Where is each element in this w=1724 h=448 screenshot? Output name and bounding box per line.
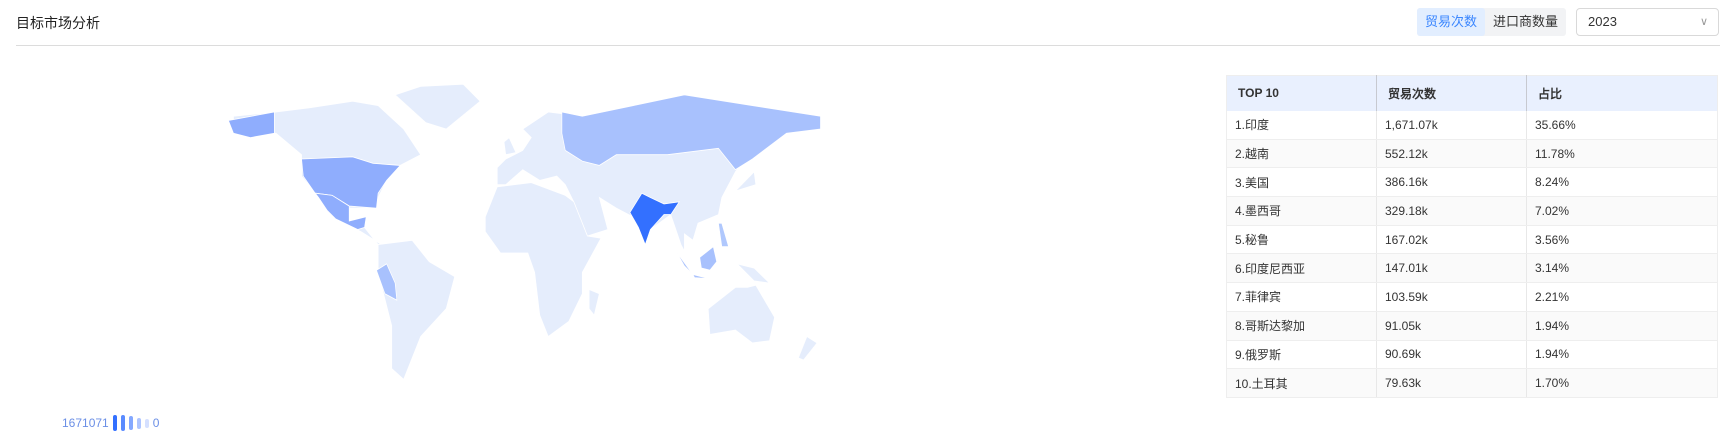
cell-country: 7.菲律宾 — [1226, 282, 1377, 312]
country-java[interactable] — [692, 273, 710, 280]
cell-count: 329.18k — [1376, 196, 1527, 226]
chevron-down-icon: ∨ — [1699, 16, 1708, 28]
cell-share: 3.14% — [1526, 253, 1718, 284]
cell-share: 2.21% — [1526, 282, 1718, 312]
cell-country: 4.墨西哥 — [1226, 196, 1377, 226]
cell-country: 1.印度 — [1226, 110, 1377, 140]
cell-country: 9.俄罗斯 — [1226, 340, 1377, 370]
country-japan[interactable] — [735, 171, 757, 192]
cell-share: 35.66% — [1526, 110, 1718, 140]
table-row: 8.哥斯达黎加 91.05k 1.94% — [1226, 311, 1718, 341]
table-row: 4.墨西哥 329.18k 7.02% — [1226, 196, 1718, 226]
cell-share: 1.94% — [1526, 311, 1718, 341]
cell-share: 11.78% — [1526, 139, 1718, 169]
year-select[interactable]: 2023 ∨ — [1576, 8, 1719, 36]
country-mexico[interactable] — [314, 192, 367, 231]
country-greenland[interactable] — [394, 83, 481, 130]
table-row: 1.印度 1,671.07k 35.66% — [1226, 110, 1718, 140]
metric-toggle: 贸易次数 进口商数量 — [1417, 8, 1567, 36]
cell-count: 147.01k — [1376, 253, 1527, 284]
divider — [16, 45, 1720, 46]
country-peru[interactable] — [375, 263, 398, 301]
country-russia[interactable] — [561, 94, 821, 171]
country-south-america[interactable] — [377, 239, 456, 380]
cell-count: 167.02k — [1376, 225, 1527, 255]
legend-bar — [128, 416, 133, 430]
country-alaska[interactable] — [227, 111, 275, 139]
tab-trade-count[interactable]: 贸易次数 — [1417, 8, 1486, 36]
col-header-share: 占比 — [1526, 75, 1718, 111]
top10-table: TOP 10 贸易次数 占比 1.印度 1,671.07k 35.66% 2.越南 55… — [1226, 75, 1718, 398]
cell-share: 8.24% — [1526, 167, 1718, 198]
table-row: 5.秘鲁 167.02k 3.56% — [1226, 225, 1718, 255]
cell-share: 1.70% — [1526, 368, 1718, 398]
legend-max: 1671071 — [62, 416, 109, 430]
cell-country: 5.秘鲁 — [1226, 225, 1377, 255]
cell-count: 552.12k — [1376, 139, 1527, 169]
map-legend: 1671071 0 — [62, 415, 159, 431]
country-borneo[interactable] — [699, 246, 718, 271]
country-new-guinea[interactable] — [736, 263, 771, 284]
cell-count: 90.69k — [1376, 340, 1527, 370]
table-row: 10.土耳其 79.63k 1.70% — [1226, 368, 1718, 398]
legend-bar — [136, 417, 141, 429]
country-philippines[interactable] — [718, 222, 730, 248]
col-header-rank: TOP 10 — [1226, 75, 1377, 111]
year-value: 2023 — [1588, 14, 1617, 29]
col-header-count: 贸易次数 — [1376, 75, 1527, 111]
cell-count: 91.05k — [1376, 311, 1527, 341]
cell-country: 2.越南 — [1226, 139, 1377, 169]
cell-count: 1,671.07k — [1376, 110, 1527, 140]
table-row: 9.俄罗斯 90.69k 1.94% — [1226, 340, 1718, 370]
cell-share: 1.94% — [1526, 340, 1718, 370]
tab-importer-count[interactable]: 进口商数量 — [1493, 14, 1559, 29]
cell-count: 386.16k — [1376, 167, 1527, 198]
cell-country: 6.印度尼西亚 — [1226, 253, 1377, 284]
cell-share: 7.02% — [1526, 196, 1718, 226]
cell-country: 8.哥斯达黎加 — [1226, 311, 1377, 341]
cell-share: 3.56% — [1526, 225, 1718, 255]
cell-country: 10.土耳其 — [1226, 368, 1377, 398]
legend-bar — [112, 415, 117, 431]
country-usa[interactable] — [301, 156, 402, 209]
table-row: 3.美国 386.16k 8.24% — [1226, 167, 1718, 198]
legend-min: 0 — [152, 416, 160, 430]
country-australia[interactable] — [707, 284, 775, 344]
cell-country: 3.美国 — [1226, 167, 1377, 198]
cell-count: 103.59k — [1376, 282, 1527, 312]
page-title: 目标市场分析 — [16, 15, 100, 31]
country-new-zealand[interactable] — [797, 335, 818, 361]
table-row: 2.越南 552.12k 11.78% — [1226, 139, 1718, 169]
world-map — [227, 83, 821, 380]
country-india[interactable] — [629, 192, 681, 246]
country-sumatra[interactable] — [675, 250, 694, 275]
table-row: 6.印度尼西亚 147.01k 3.14% — [1226, 253, 1718, 284]
legend-bar — [144, 418, 149, 428]
country-madagascar[interactable] — [588, 288, 600, 316]
country-africa[interactable] — [484, 182, 602, 338]
country-uk[interactable] — [503, 137, 517, 156]
legend-bar — [120, 415, 125, 431]
cell-count: 79.63k — [1376, 368, 1527, 398]
table-row: 7.菲律宾 103.59k 2.21% — [1226, 282, 1718, 312]
